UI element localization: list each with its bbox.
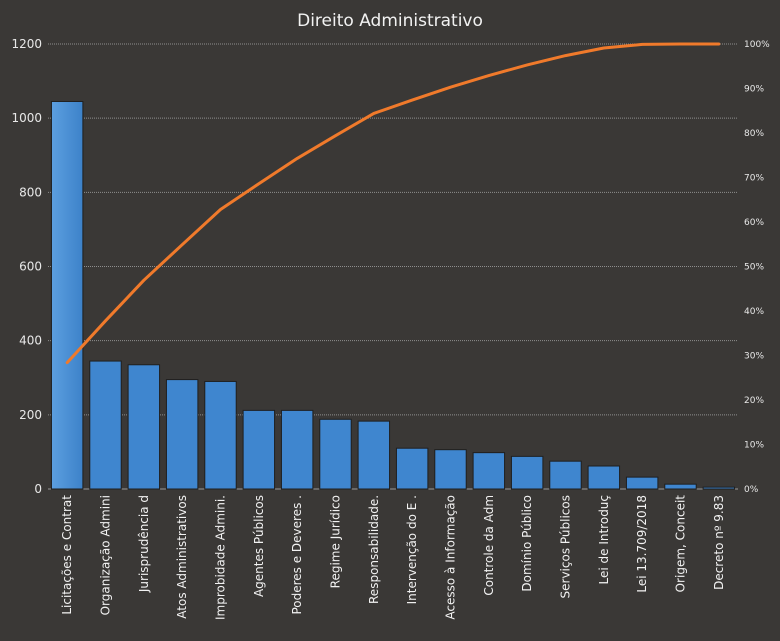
gridlines (48, 43, 738, 490)
left-tick-label: 0 (34, 482, 42, 496)
category-label: Licitações e Contrat (60, 495, 74, 615)
category-label: Improbidade Admini. (214, 495, 228, 620)
category-label: Agentes Públicos (252, 495, 266, 597)
bar (625, 476, 659, 490)
right-tick-label: 60% (744, 218, 764, 228)
category-label: Domínio Público (520, 495, 534, 592)
category-label: Responsabilidade. (367, 495, 381, 604)
category-label: Controle da Adm (482, 495, 496, 596)
category-label: Origem, Conceit (674, 495, 688, 593)
bar (280, 409, 314, 490)
bar (510, 455, 544, 490)
bar (472, 452, 506, 490)
right-axis-ticks: 0% 10% 20% 30% 40% 50% 60% 70% 80% 90% 100% (744, 40, 770, 495)
chart-title: Direito Administrativo (297, 11, 483, 31)
right-tick-label: 80% (744, 129, 764, 139)
left-tick-label: 600 (19, 260, 42, 274)
category-label: Poderes e Deveres . (290, 495, 304, 615)
left-tick-label: 200 (19, 408, 42, 422)
left-tick-label: 400 (19, 334, 42, 348)
left-tick-label: 800 (19, 185, 42, 199)
bar (127, 364, 161, 490)
category-label: Lei 13.709/2018 (635, 495, 649, 593)
bar (702, 486, 736, 490)
category-label: Decreto nº 9.83 (712, 495, 726, 590)
right-tick-label: 0% (744, 485, 759, 495)
cumulative-line-layer (65, 42, 721, 365)
category-label: Regime Jurídico (329, 495, 343, 588)
right-tick-label: 50% (744, 263, 764, 273)
left-axis-ticks: 0 200 400 600 800 1000 1200 (11, 37, 42, 496)
bar (664, 483, 697, 490)
right-tick-label: 20% (744, 396, 764, 406)
bar (357, 420, 391, 490)
bar (50, 100, 84, 490)
right-tick-label: 10% (744, 441, 764, 451)
left-tick-label: 1200 (11, 37, 42, 51)
bar (204, 380, 237, 490)
bar (434, 449, 467, 490)
category-label: Acesso à Informação (444, 495, 458, 620)
left-tick-label: 1000 (11, 111, 42, 125)
category-label: Jurisprudência d (137, 495, 151, 593)
cumulative-percent-line (65, 42, 721, 365)
bar (242, 409, 276, 490)
right-tick-label: 30% (744, 352, 764, 362)
right-tick-label: 90% (744, 85, 764, 95)
right-tick-label: 40% (744, 307, 764, 317)
bars (50, 100, 736, 490)
category-labels: Licitações e Contrat Organização Admini Ju… (60, 495, 726, 620)
right-tick-label: 100% (744, 40, 770, 50)
category-label: Intervenção do E . (405, 495, 419, 604)
bar (395, 447, 429, 490)
bar (319, 418, 352, 490)
category-label: Lei de Introduç (597, 495, 611, 585)
category-label: Atos Administrativos (175, 495, 189, 619)
bar (549, 460, 582, 490)
category-label: Organização Admini (99, 495, 113, 615)
bar (165, 379, 199, 490)
bar (587, 465, 621, 490)
bar (89, 360, 122, 490)
right-tick-label: 70% (744, 174, 764, 184)
category-label: Serviços Públicos (559, 495, 573, 598)
